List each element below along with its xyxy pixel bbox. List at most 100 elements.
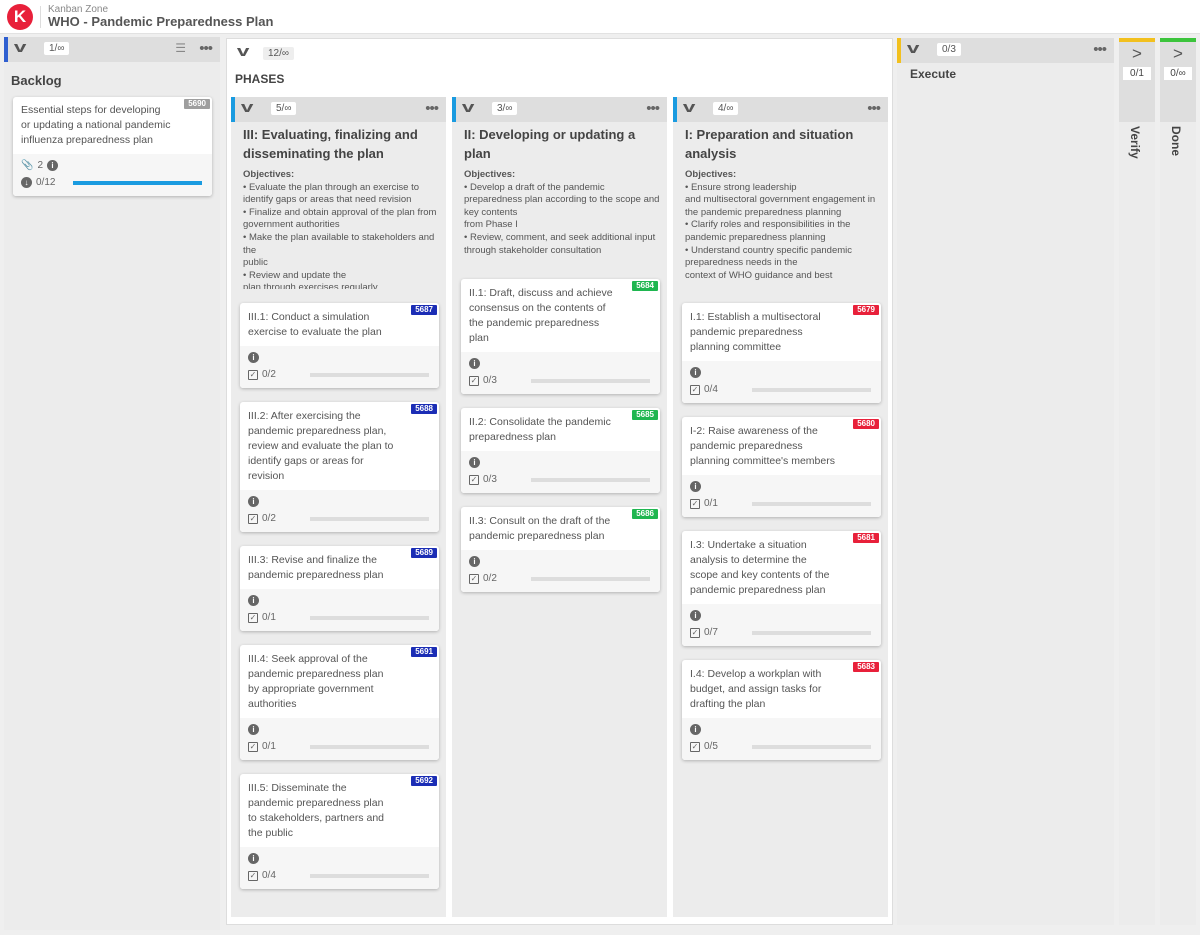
info-icon[interactable]: i	[248, 853, 259, 864]
list-icon[interactable]: ☰	[175, 41, 186, 55]
card-footer: i ✓ 0/4	[682, 361, 881, 403]
card-icons-row: i	[248, 850, 431, 867]
board-title[interactable]: WHO - Pandemic Preparedness Plan	[48, 14, 274, 29]
card-icons-row: i	[469, 553, 652, 570]
info-icon[interactable]: i	[248, 352, 259, 363]
chevron-down-icon[interactable]: v	[906, 40, 920, 57]
column-done-collapsed[interactable]: > 0/∞ Done	[1160, 38, 1196, 925]
card-footer: i ✓ 0/3	[461, 352, 660, 394]
card-list: 5687 III.1: Conduct a simulation exercise…	[240, 303, 439, 903]
checklist-row: ✓ 0/1	[248, 738, 431, 755]
card-id-badge: 5689	[411, 548, 437, 558]
more-options-icon[interactable]: •••	[425, 100, 439, 117]
card[interactable]: 5684 II.1: Draft, discuss and achieve con…	[461, 279, 660, 394]
card-footer: i ✓ 0/2	[240, 346, 439, 388]
wip-limit: 5/∞	[271, 102, 297, 115]
checklist-count: 0/3	[483, 474, 497, 485]
info-icon[interactable]: i	[47, 160, 59, 171]
chevron-down-icon[interactable]: v	[236, 43, 250, 60]
column-backlog: v 1/∞ ☰ ••• Backlog 5690 Essential steps…	[4, 37, 220, 930]
checklist-row: ✓ 0/3	[469, 471, 652, 488]
column-phase: v 4/∞ ••• I: Preparation and situation anal…	[673, 97, 888, 917]
card[interactable]: 5683 I.4: Develop a workplan with budget,…	[682, 660, 881, 760]
info-icon[interactable]: i	[248, 724, 259, 735]
card-list: 5679 I.1: Establish a multisectoral pande…	[682, 303, 881, 774]
objectives-label: Objectives:	[464, 169, 516, 180]
objectives-label: Objectives:	[685, 169, 737, 180]
info-icon[interactable]: i	[469, 358, 480, 369]
more-options-icon[interactable]: •••	[646, 100, 660, 117]
info-icon[interactable]: i	[469, 457, 480, 468]
chevron-down-icon[interactable]: v	[461, 99, 475, 116]
checklist-progress-bar	[309, 615, 429, 620]
wip-limit: 0/3	[937, 43, 961, 56]
card-footer: i ✓ 0/2	[461, 550, 660, 592]
checklist-count: 0/2	[483, 573, 497, 584]
checklist-progress-bar	[751, 744, 871, 749]
column-phase: v 5/∞ ••• III: Evaluating, finalizing and d…	[231, 97, 446, 917]
info-icon[interactable]: i	[690, 610, 701, 621]
info-icon[interactable]: i	[690, 481, 701, 492]
wip-limit: 0/∞	[1164, 67, 1192, 80]
info-icon[interactable]: i	[248, 496, 259, 507]
card[interactable]: 5680 I-2: Raise awareness of the pandemic…	[682, 417, 881, 517]
card-id-badge: 5684	[632, 281, 658, 291]
checkbox-icon: ✓	[690, 498, 700, 509]
column-header: v 1/∞ ☰ •••	[4, 37, 220, 62]
checklist-progress-bar	[530, 576, 650, 581]
card-icons-row: i	[690, 721, 873, 738]
checkbox-icon: ✓	[248, 870, 258, 881]
wip-limit: 4/∞	[713, 102, 739, 115]
card[interactable]: 5690 Essential steps for developing or u…	[13, 97, 212, 196]
checkbox-icon: ✓	[690, 741, 700, 752]
column-color-stripe	[673, 97, 677, 122]
checklist-row: ✓ 0/2	[248, 510, 431, 527]
more-options-icon[interactable]: •••	[867, 100, 881, 117]
chevron-down-icon[interactable]: v	[682, 99, 696, 116]
checklist-row: ✓ 0/5	[690, 738, 873, 755]
progress-label: 0/12	[36, 177, 56, 188]
card-footer: i ✓ 0/3	[461, 451, 660, 493]
chevron-down-icon[interactable]: v	[13, 39, 27, 56]
card-text: I.1: Establish a multisectoral pandemic …	[690, 311, 821, 353]
checklist-count: 0/4	[704, 384, 718, 395]
card-text: II.3: Consult on the draft of the pandem…	[469, 515, 611, 542]
more-options-icon[interactable]: •••	[1093, 41, 1107, 58]
info-icon[interactable]: i	[469, 556, 480, 567]
card-id-badge: 5680	[853, 419, 879, 429]
card-list: 5690 Essential steps for developing or u…	[13, 97, 212, 210]
card[interactable]: 5688 III.2: After exercising the pandemic…	[240, 402, 439, 532]
card[interactable]: 5685 II.2: Consolidate the pandemic prepa…	[461, 408, 660, 493]
wip-limit: 3/∞	[492, 102, 518, 115]
card[interactable]: 5686 II.3: Consult on the draft of the pa…	[461, 507, 660, 592]
checklist-row: ✓ 0/1	[248, 609, 431, 626]
more-options-icon[interactable]: •••	[199, 40, 213, 57]
card[interactable]: 5687 III.1: Conduct a simulation exercise…	[240, 303, 439, 388]
info-icon[interactable]: i	[690, 367, 701, 378]
chevron-right-icon[interactable]: >	[1173, 44, 1183, 63]
column-execute: v 0/3 ••• Execute	[897, 38, 1114, 925]
card[interactable]: 5692 III.5: Disseminate the pandemic prep…	[240, 774, 439, 889]
card[interactable]: 5689 III.3: Revise and finalize the pande…	[240, 546, 439, 631]
checklist-row: ✓ 0/4	[248, 867, 431, 884]
checkbox-icon: ✓	[690, 384, 700, 395]
info-icon[interactable]: i	[690, 724, 701, 735]
card[interactable]: 5679 I.1: Establish a multisectoral pande…	[682, 303, 881, 403]
chevron-right-icon[interactable]: >	[1132, 44, 1142, 63]
checkbox-icon: ✓	[690, 627, 700, 638]
info-icon[interactable]: i	[248, 595, 259, 606]
card[interactable]: 5691 III.4: Seek approval of the pandemic…	[240, 645, 439, 760]
card[interactable]: 5681 I.3: Undertake a situation analysis …	[682, 531, 881, 646]
column-objectives: Objectives: • Develop a draft of the pand…	[464, 169, 664, 289]
card-footer: i ✓ 0/1	[240, 718, 439, 760]
column-verify-collapsed[interactable]: > 0/1 Verify	[1119, 38, 1155, 925]
chevron-down-icon[interactable]: v	[240, 99, 254, 116]
card-footer: i ✓ 0/1	[240, 589, 439, 631]
checklist-row: ✓ 0/3	[469, 372, 652, 389]
card-footer: 📎 2 i ↓ 0/12	[13, 154, 212, 196]
kanban-zone-logo[interactable]: K	[7, 4, 33, 30]
column-objectives: Objectives: • Ensure strong leadership an…	[685, 169, 885, 289]
column-title: III: Evaluating, finalizing and dissemin…	[243, 127, 418, 161]
checklist-count: 0/1	[262, 612, 276, 623]
wip-limit: 12/∞	[263, 47, 295, 60]
